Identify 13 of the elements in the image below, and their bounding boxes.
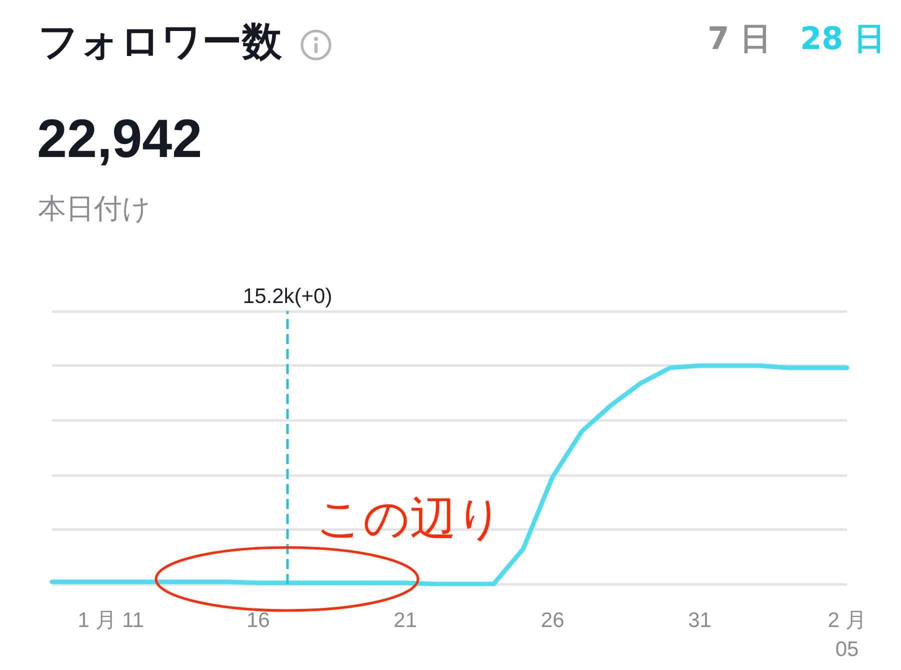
ref-line-label: 15.2k(+0) bbox=[242, 285, 332, 308]
annotation: この辺り bbox=[316, 490, 503, 547]
text: 28 日 bbox=[800, 20, 885, 59]
chart-subtitle: 22,942 bbox=[37, 108, 202, 170]
x-tick-label: 26 bbox=[540, 609, 564, 632]
x-tick-label: 31 bbox=[688, 609, 712, 632]
x-tick-label: 2 月 05 bbox=[828, 609, 866, 661]
text: 7 日 bbox=[708, 20, 771, 59]
x-tick-label: 21 bbox=[394, 609, 418, 632]
x-tick-label: 1 月 11 bbox=[78, 609, 144, 632]
text: 本日付け bbox=[38, 191, 151, 227]
chart-title: フォロワー数 bbox=[38, 18, 282, 67]
x-tick-label: 16 bbox=[246, 609, 270, 632]
